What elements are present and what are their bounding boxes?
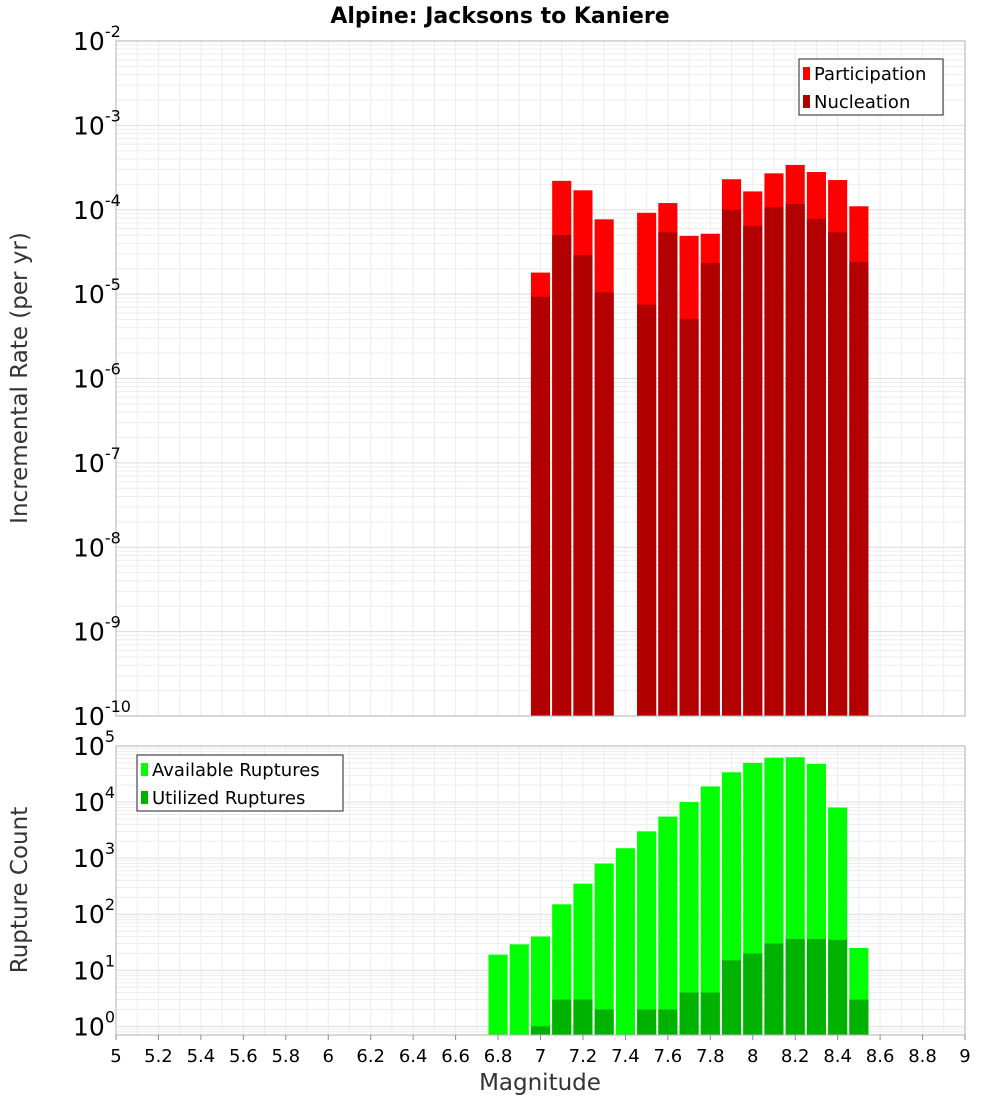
bar-available-ruptures: [530, 936, 551, 1035]
legend-box: [136, 754, 344, 812]
y-tick-label: 103: [73, 839, 115, 873]
y-axis-label: Incremental Rate (per yr): [7, 232, 33, 524]
bar-nucleation: [828, 232, 848, 716]
y-tick-label: 100: [73, 1007, 115, 1041]
bar-nucleation: [679, 318, 699, 716]
x-tick-label: 6.8: [484, 1046, 513, 1067]
y-tick-label: 105: [73, 727, 115, 761]
bar-nucleation: [806, 218, 826, 716]
x-axis-label: Magnitude: [479, 1070, 601, 1096]
legend-entry: Utilized Ruptures: [152, 788, 305, 809]
bar-available-ruptures: [615, 848, 635, 1035]
bar-utilized-ruptures: [785, 939, 805, 1035]
bar-available-ruptures: [488, 954, 508, 1035]
x-tick-label: 8: [747, 1046, 758, 1067]
bar-utilized-ruptures: [552, 999, 572, 1035]
y-tick-label: 10-5: [73, 275, 121, 309]
bar-nucleation: [552, 235, 572, 716]
bar-utilized-ruptures: [573, 999, 593, 1035]
bar-nucleation: [721, 209, 742, 716]
bar-available-ruptures: [679, 802, 699, 1035]
legend: Available Ruptures Utilized Ruptures: [136, 754, 344, 812]
x-tick-label: 8.4: [823, 1046, 852, 1067]
legend-swatch: [141, 763, 148, 776]
x-tick-label: 6.2: [356, 1046, 385, 1067]
bar-utilized-ruptures: [743, 953, 763, 1035]
bar-utilized-ruptures: [658, 1009, 678, 1035]
legend-entry: Available Ruptures: [152, 760, 320, 781]
legend-entry: Participation: [814, 64, 926, 85]
y-axis-label: Rupture Count: [7, 807, 33, 973]
bar-utilized-ruptures: [806, 939, 826, 1035]
y-tick-label: 102: [73, 895, 115, 929]
bar-utilized-ruptures: [828, 939, 848, 1035]
x-tick-label: 7.6: [654, 1046, 683, 1067]
panel-2: 100 101 102 103 104 105 Rupture Count Available…: [7, 727, 971, 1096]
bar-utilized-ruptures: [849, 999, 869, 1035]
legend: Participation Nucleation: [798, 58, 944, 116]
bar-nucleation: [764, 207, 784, 716]
y-tick-label: 10-3: [73, 106, 121, 140]
y-tick-label: 10-4: [73, 191, 121, 225]
bar-utilized-ruptures: [637, 1009, 657, 1035]
panel-1: 10-10 10-9 10-8 10-7 10-6 10-5 10-4 10-3 10-2 Inc…: [7, 22, 966, 731]
x-tick-label: 7.4: [611, 1046, 640, 1067]
bar-utilized-ruptures: [594, 1009, 614, 1035]
bar-nucleation: [700, 262, 720, 716]
x-tick-label: 8.2: [781, 1046, 810, 1067]
x-tick-label: 5.4: [187, 1046, 216, 1067]
bar-utilized-ruptures: [679, 992, 699, 1035]
bar-nucleation: [530, 296, 551, 716]
y-tick-label: 101: [73, 951, 115, 985]
legend-box: [798, 58, 944, 116]
bar-available-ruptures: [700, 786, 720, 1035]
x-tick-label: 6: [323, 1046, 334, 1067]
bar-nucleation: [743, 226, 763, 716]
bar-utilized-ruptures: [700, 992, 720, 1035]
x-tick-label: 7.8: [696, 1046, 725, 1067]
bar-available-ruptures: [509, 944, 529, 1035]
y-tick-label: 10-9: [73, 613, 121, 647]
y-tick-label: 10-8: [73, 528, 121, 562]
x-tick-label: 8.8: [908, 1046, 937, 1067]
x-tick-label: 5: [110, 1046, 121, 1067]
bar-available-ruptures: [573, 883, 593, 1035]
y-tick-label: 10-2: [73, 22, 121, 56]
x-tick-label: 5.6: [229, 1046, 258, 1067]
bar-available-ruptures: [658, 816, 678, 1035]
legend-entry: Nucleation: [814, 92, 910, 113]
x-tick-label: 9: [959, 1046, 970, 1067]
x-tick-label: 5.2: [144, 1046, 173, 1067]
y-tick-label: 10-7: [73, 444, 121, 478]
bar-nucleation: [849, 262, 869, 716]
bar-nucleation: [573, 255, 593, 716]
x-tick-label: 7: [535, 1046, 546, 1067]
y-tick-label: 10-6: [73, 360, 121, 394]
bar-available-ruptures: [594, 863, 614, 1035]
legend-swatch: [803, 95, 810, 108]
x-tick-label: 5.8: [271, 1046, 300, 1067]
y-tick-label: 104: [73, 783, 115, 817]
bar-nucleation: [658, 232, 678, 716]
y-tick-label: 10-10: [73, 697, 131, 731]
bar-available-ruptures: [637, 831, 657, 1035]
bar-nucleation: [637, 304, 657, 716]
bar-utilized-ruptures: [530, 1026, 551, 1035]
legend-swatch: [141, 791, 148, 804]
bar-utilized-ruptures: [721, 960, 742, 1035]
chart-title: Alpine: Jacksons to Kaniere: [330, 4, 669, 29]
bar-nucleation: [594, 292, 614, 716]
x-tick-label: 7.2: [569, 1046, 598, 1067]
x-tick-label: 8.6: [866, 1046, 895, 1067]
x-tick-label: 6.6: [441, 1046, 470, 1067]
bar-nucleation: [785, 203, 805, 716]
legend-swatch: [803, 67, 810, 80]
plot-border: [115, 40, 966, 717]
bar-utilized-ruptures: [764, 943, 784, 1035]
x-tick-label: 6.4: [399, 1046, 428, 1067]
